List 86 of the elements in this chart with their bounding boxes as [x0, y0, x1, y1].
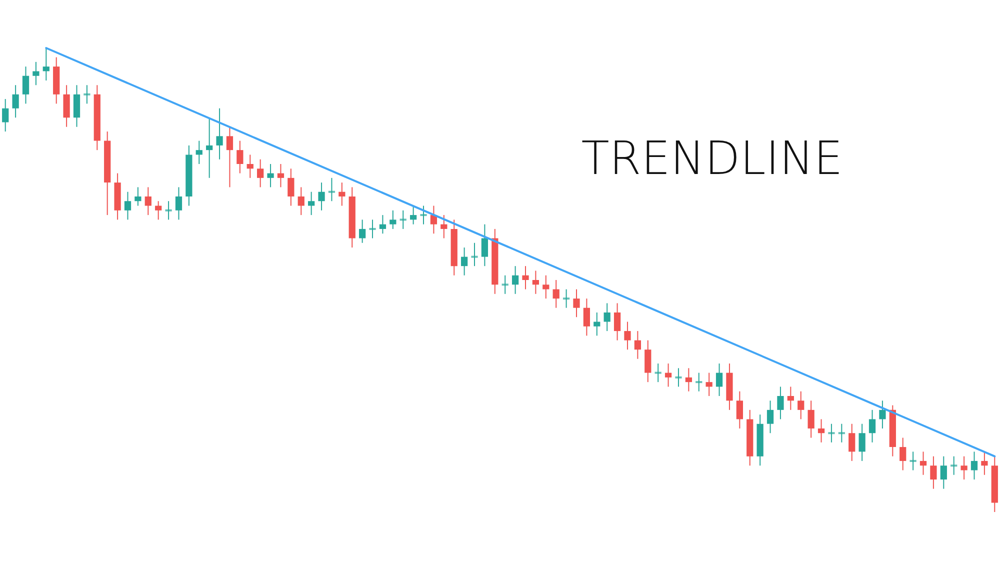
candlestick [838, 423, 845, 443]
candlestick [706, 372, 712, 396]
candlestick [369, 219, 376, 239]
candlestick [532, 270, 540, 294]
candlestick [338, 182, 346, 206]
candlestick [664, 363, 672, 388]
candlestick [522, 266, 529, 290]
candlestick [2, 98, 9, 132]
candlestick [460, 247, 468, 276]
candlestick [573, 288, 580, 318]
candlestick [716, 363, 723, 396]
candlestick [583, 298, 590, 336]
candlestick [950, 456, 958, 476]
candlestick [63, 84, 70, 128]
candlestick [440, 214, 448, 239]
candlestick [766, 400, 774, 434]
candlestick [970, 451, 978, 480]
candlestick [165, 200, 172, 220]
candlestick [144, 186, 152, 216]
candlestick [502, 274, 508, 294]
candlestick [288, 168, 294, 206]
candlestick [858, 423, 866, 462]
candlestick [818, 418, 825, 443]
candlestick [32, 61, 40, 86]
candlestick [940, 456, 947, 490]
candlestick [828, 423, 835, 443]
candlestick [594, 312, 600, 336]
candlestick [298, 186, 304, 216]
candlestick [634, 330, 641, 360]
candlestick [481, 224, 488, 267]
candlestick [410, 205, 417, 225]
candlestick [685, 368, 692, 392]
candlestick [246, 154, 254, 178]
candlestick [644, 340, 652, 383]
candlestick [308, 191, 315, 216]
candlestick [84, 84, 90, 104]
candlestick [175, 186, 182, 220]
candlestick [318, 182, 325, 211]
candlestick [787, 386, 794, 410]
candlestick [930, 456, 937, 490]
candlestick [910, 451, 916, 471]
candlestick [868, 409, 876, 443]
candlestick [226, 126, 234, 188]
candlestick [257, 158, 264, 188]
candlestick [798, 390, 804, 420]
candlestick [654, 363, 662, 383]
candlestick [22, 66, 30, 104]
candlestick [614, 302, 621, 341]
candlestick [777, 386, 784, 420]
candlestick [12, 84, 19, 118]
candlestick [359, 219, 366, 244]
candlestick [390, 210, 396, 230]
candlestick [624, 321, 631, 350]
candlestick [552, 280, 560, 308]
candlestick [267, 164, 274, 188]
candlestick [900, 437, 906, 471]
candlestick [277, 164, 284, 188]
candlestick [420, 205, 427, 225]
candlestick [920, 451, 927, 476]
candlestick [848, 423, 856, 462]
candlestick [981, 451, 988, 476]
candlestick [400, 210, 406, 230]
candlestick [604, 302, 610, 332]
candlestick [512, 266, 519, 294]
candlestick [879, 400, 886, 429]
candlestick [42, 48, 50, 81]
candlestick [124, 191, 132, 220]
candlestick [562, 288, 570, 308]
candlestick [808, 400, 814, 438]
candlestick [430, 205, 438, 234]
candlestick [328, 177, 336, 202]
candlestick [134, 186, 142, 206]
candlestick [736, 390, 743, 429]
candlestick [960, 456, 968, 480]
candlestick [236, 140, 244, 174]
candlestick [675, 368, 682, 388]
candlestick [73, 84, 80, 128]
candlestick [379, 214, 386, 234]
candlestick [206, 117, 213, 178]
candlestick [196, 140, 202, 164]
annotation: TRENDLINE [581, 131, 843, 185]
candlestick [696, 372, 702, 392]
candlestick [542, 274, 550, 300]
candlestick [155, 200, 162, 220]
candlestick [471, 242, 478, 267]
candlestick [216, 108, 223, 160]
